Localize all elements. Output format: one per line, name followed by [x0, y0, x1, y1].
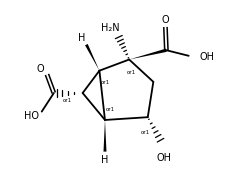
Text: HO: HO [24, 111, 39, 121]
Text: or1: or1 [100, 80, 110, 85]
Text: or1: or1 [106, 107, 115, 112]
Text: OH: OH [200, 52, 215, 62]
Text: or1: or1 [126, 70, 136, 75]
Text: OH: OH [157, 153, 172, 163]
Polygon shape [104, 120, 106, 152]
Polygon shape [129, 49, 167, 60]
Text: or1: or1 [63, 98, 72, 103]
Text: O: O [37, 64, 45, 74]
Text: H₂N: H₂N [101, 23, 119, 33]
Text: H: H [78, 33, 85, 43]
Text: H: H [101, 155, 109, 165]
Polygon shape [85, 44, 99, 71]
Text: or1: or1 [141, 130, 150, 134]
Text: O: O [161, 15, 169, 25]
